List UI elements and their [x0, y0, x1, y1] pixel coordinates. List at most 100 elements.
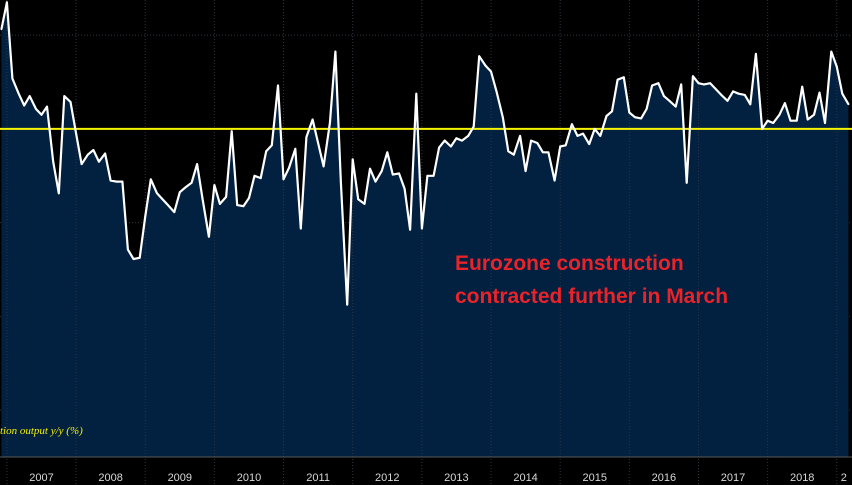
data-point: [69, 101, 72, 103]
data-point: [196, 163, 199, 166]
x-tick-label: 2010: [237, 472, 261, 484]
data-point: [184, 186, 187, 189]
data-point: [299, 227, 302, 230]
data-point: [35, 108, 37, 110]
data-point: [277, 84, 279, 87]
data-point: [369, 167, 371, 170]
data-point: [329, 122, 331, 124]
data-point: [92, 149, 95, 151]
data-point: [75, 132, 77, 135]
data-point: [346, 303, 349, 306]
data-point: [340, 181, 342, 184]
data-point: [542, 151, 544, 154]
data-point: [282, 178, 285, 181]
data-point: [789, 119, 792, 122]
data-point: [63, 95, 66, 97]
data-point: [322, 165, 325, 168]
data-point: [167, 204, 169, 207]
data-point: [685, 181, 688, 184]
x-tick-label: 2007: [29, 472, 53, 484]
data-point: [201, 198, 204, 201]
data-point: [208, 235, 210, 238]
annotation-line-2: contracted further in March: [455, 285, 728, 308]
x-tick-layer: 2007 2008 2009 2010 2011 2012 2013 2014 2015 2016…: [29, 472, 847, 484]
data-point: [571, 123, 573, 126]
data-point: [726, 99, 729, 102]
data-point: [52, 160, 55, 163]
data-point: [772, 122, 775, 124]
data-point: [841, 92, 844, 95]
data-point: [530, 139, 532, 142]
data-point: [472, 125, 475, 128]
x-tick-label: 2018: [790, 472, 814, 484]
data-point: [236, 204, 239, 207]
x-tick-label: 2008: [98, 472, 122, 484]
data-point: [605, 115, 608, 117]
data-point: [144, 215, 147, 218]
data-point: [784, 102, 786, 104]
data-point: [391, 173, 394, 176]
series-area-fill: [1, 2, 849, 458]
data-point: [438, 146, 440, 149]
data-point: [651, 84, 653, 87]
data-point: [553, 179, 556, 182]
x-tick-label: 2011: [306, 472, 330, 484]
data-point: [455, 137, 458, 140]
data-point: [697, 82, 700, 85]
data-point: [28, 95, 31, 97]
data-point: [132, 258, 135, 260]
data-point: [248, 197, 250, 199]
data-point: [98, 160, 100, 163]
data-point: [311, 118, 314, 121]
x-tick-label: 2: [841, 472, 847, 484]
data-point: [426, 174, 429, 177]
data-point: [778, 113, 781, 116]
data-point: [835, 65, 838, 68]
series-line: [0, 1, 850, 306]
data-point: [692, 75, 694, 78]
data-point: [622, 76, 625, 79]
data-point: [115, 180, 118, 183]
data-point: [138, 256, 141, 259]
data-point: [351, 158, 354, 161]
data-point: [737, 92, 740, 95]
data-point: [190, 181, 193, 184]
data-point: [149, 178, 152, 181]
data-point: [657, 82, 660, 85]
data-point: [121, 180, 124, 183]
data-point: [421, 227, 423, 230]
data-point: [253, 174, 256, 177]
data-point: [490, 70, 492, 73]
data-point: [334, 50, 337, 53]
data-point: [795, 119, 798, 122]
data-point: [628, 111, 631, 114]
data-point: [57, 192, 60, 195]
data-point: [23, 104, 26, 107]
data-point: [634, 116, 636, 119]
data-point: [467, 135, 470, 137]
data-point: [104, 152, 106, 155]
data-point: [161, 198, 164, 201]
data-point: [524, 170, 527, 173]
data-point: [806, 118, 809, 121]
data-point: [830, 50, 833, 53]
data-point: [178, 191, 181, 194]
x-tick-label: 2017: [721, 472, 745, 484]
data-point: [703, 83, 705, 86]
x-tick-label: 2013: [444, 472, 468, 484]
data-point: [288, 166, 290, 169]
data-point: [564, 144, 567, 147]
data-point: [576, 135, 579, 137]
data-point: [270, 144, 273, 147]
data-point: [0, 28, 3, 31]
data-point: [495, 90, 498, 93]
data-point: [409, 228, 411, 231]
data-point: [818, 91, 821, 94]
data-point: [317, 142, 319, 144]
series-label: tion output y/y (%): [0, 425, 83, 437]
x-tick-label: 2014: [513, 472, 537, 484]
data-point: [674, 105, 677, 108]
x-tick-label: 2016: [652, 472, 676, 484]
data-point: [357, 198, 360, 201]
